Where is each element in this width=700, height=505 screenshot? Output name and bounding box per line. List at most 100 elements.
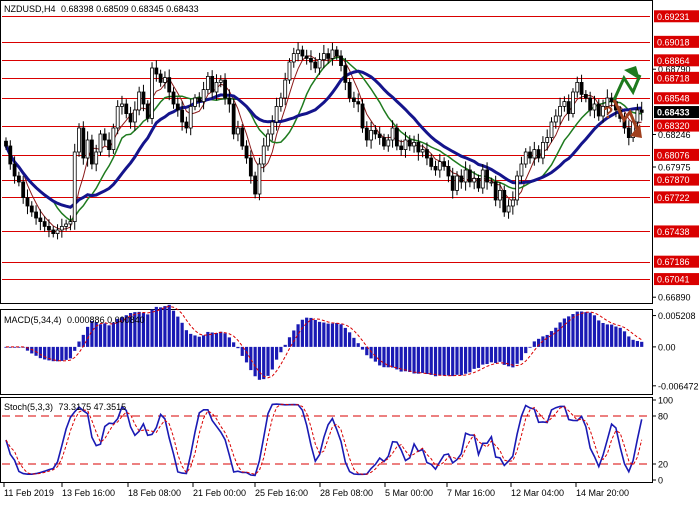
current-price-tag: [654, 106, 699, 119]
macd-bar: [584, 312, 588, 347]
macd-bar: [77, 341, 81, 347]
macd-bar: [146, 314, 150, 347]
candle-body: [545, 137, 550, 143]
candle-body: [154, 67, 159, 75]
macd-bar: [322, 322, 326, 347]
level-price-tag: [654, 71, 699, 84]
macd-bar: [210, 332, 214, 347]
macd-bar: [451, 346, 455, 377]
candle-body: [377, 133, 382, 138]
candle-body: [605, 97, 610, 107]
macd-bar: [38, 346, 42, 359]
candle-body: [128, 113, 133, 123]
macd-bar: [506, 346, 511, 367]
candle-body: [626, 127, 631, 139]
level-price-tag: [654, 54, 699, 67]
macd-bar: [257, 346, 262, 380]
macd-bar: [189, 333, 193, 347]
candle-body: [266, 133, 270, 147]
level-price-label: 0.67438: [657, 227, 690, 237]
candle-body: [403, 139, 408, 151]
macd-bar: [227, 337, 231, 347]
candle-body: [180, 109, 185, 123]
candle-body: [278, 97, 283, 107]
candle-body: [493, 181, 498, 201]
time-label: 12 Mar 04:00: [511, 488, 564, 498]
macd-bar: [120, 316, 124, 347]
macd-bar: [201, 335, 206, 347]
candle-body: [510, 199, 515, 207]
candle-body: [12, 163, 17, 177]
candle-body: [98, 133, 103, 153]
macd-bar: [73, 346, 77, 351]
macd-bar: [481, 346, 485, 365]
candle-body: [167, 77, 172, 93]
macd-bar: [180, 322, 184, 347]
candle-body: [433, 165, 438, 171]
level-price-tag: [654, 35, 699, 48]
candle-body: [463, 169, 468, 183]
candle-body: [81, 127, 86, 159]
candle-body: [291, 53, 296, 63]
macd-bar: [107, 325, 111, 347]
candle-body: [571, 91, 575, 115]
time-label: 11 Feb 2019: [4, 488, 54, 498]
candle-body: [64, 223, 69, 227]
macd-bar: [575, 311, 579, 347]
candle-body: [158, 73, 163, 83]
candle-body: [382, 137, 386, 147]
level-price-tag: [654, 173, 699, 186]
candle-body: [102, 133, 107, 141]
macd-bar: [446, 346, 451, 376]
candle-body: [253, 175, 258, 195]
candle-body: [528, 151, 532, 159]
candle-body: [218, 79, 223, 83]
candle-body: [141, 91, 146, 105]
chart-symbol-label: NZDUSD,H4 0.68398 0.68509 0.68345 0.6843…: [4, 4, 199, 14]
candle-body: [163, 77, 167, 83]
candle-body: [25, 197, 30, 207]
macd-bar: [94, 322, 98, 347]
candle-body: [339, 55, 343, 66]
stoch-main-line: [5, 403, 643, 477]
macd-bar: [313, 319, 317, 347]
candle-body: [300, 49, 305, 57]
candle-body: [562, 101, 567, 107]
macd-bar: [60, 346, 64, 361]
level-price-label: 0.67186: [657, 257, 690, 267]
candle-body: [639, 109, 644, 113]
ma-slow-line: [4, 69, 642, 209]
macd-bar: [395, 346, 399, 370]
candle-body: [261, 145, 266, 165]
candle-body: [321, 53, 326, 60]
stoch-panel: 100 80 20 0: [2, 396, 673, 486]
candle-body: [313, 61, 318, 69]
macd-bar: [81, 334, 85, 347]
candle-body: [236, 127, 240, 135]
macd-bar: [253, 346, 257, 377]
macd-bar: [412, 346, 416, 374]
macd-bar: [86, 326, 90, 347]
candle-body: [386, 139, 391, 147]
macd-bar: [300, 319, 304, 347]
candle-body: [523, 151, 528, 165]
candle-body: [210, 76, 215, 93]
macd-bar: [416, 346, 420, 374]
candle-body: [132, 109, 137, 123]
macd-bar: [408, 346, 412, 372]
level-price-label: 0.68718: [657, 73, 690, 83]
macd-bar: [47, 346, 51, 361]
stoch-axis-label: 0: [658, 476, 663, 486]
macd-bar: [128, 313, 133, 347]
candle-body: [227, 97, 232, 105]
macd-bar: [549, 331, 554, 347]
macd-bar: [386, 346, 390, 368]
macd-bar: [489, 346, 493, 363]
candle-body: [416, 141, 421, 153]
macd-bar: [524, 346, 528, 354]
candle-body: [137, 91, 142, 111]
macd-bar: [463, 346, 468, 374]
candle-body: [29, 205, 34, 213]
